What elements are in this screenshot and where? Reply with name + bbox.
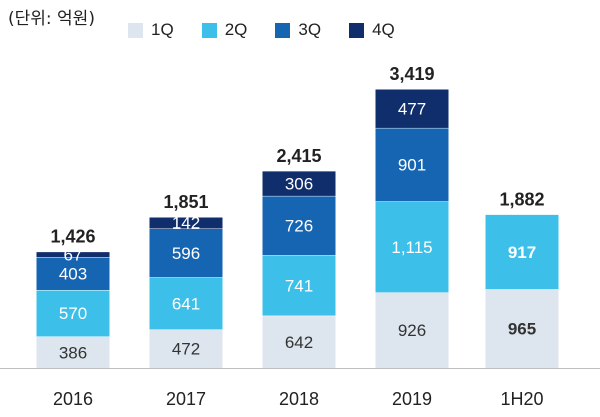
data-label-1h20-2q: 917: [508, 243, 536, 262]
data-label-2019-4q: 477: [398, 99, 426, 118]
data-label-2016-2q: 570: [59, 304, 87, 323]
legend-label-2q: 2Q: [224, 20, 248, 39]
bar-2016-4q: [36, 251, 110, 258]
data-label-2018-3q: 726: [285, 217, 313, 236]
total-label-2017: 1,851: [163, 192, 208, 212]
legend-swatch-2q: [201, 22, 217, 38]
legend-item-1q: 1Q: [128, 20, 174, 40]
bar-2019-4q: [375, 89, 449, 128]
legend-label-4q: 4Q: [372, 20, 395, 39]
data-label-2019-1q: 926: [398, 321, 426, 340]
total-label-2019: 3,419: [389, 64, 434, 84]
data-label-2018-4q: 306: [285, 174, 313, 193]
data-label-2016-4q: 67: [64, 245, 83, 264]
unit-label: (단위: 억원): [8, 9, 95, 29]
bar-2016-1q: [36, 336, 110, 368]
bar-2017-3q: [149, 228, 223, 278]
total-label-2018: 2,415: [276, 146, 321, 166]
bar-2018-1q: [262, 315, 336, 368]
data-label-2018-1q: 642: [285, 333, 313, 352]
data-label-2018-2q: 741: [285, 276, 313, 295]
legend-label-1q: 1Q: [151, 20, 174, 39]
bar-1h20-1q: [485, 289, 559, 368]
x-tick-label-1h20: 1H20: [500, 389, 543, 409]
bar-2019-2q: [375, 201, 449, 293]
legend-swatch-3q: [275, 22, 291, 38]
data-label-2017-1q: 472: [172, 340, 200, 359]
data-label-2019-2q: 1,115: [391, 238, 432, 257]
bar-2018-4q: [262, 170, 336, 196]
x-tick-label-2016: 2016: [53, 389, 93, 409]
data-label-2017-4q: 142: [172, 214, 200, 233]
legend: 1Q 2Q 3Q 4Q: [128, 20, 423, 40]
bar-2016-3q: [36, 257, 110, 290]
legend-item-3q: 3Q: [275, 20, 321, 40]
x-tick-label-2018: 2018: [279, 389, 319, 409]
data-label-2016-1q: 386: [59, 343, 87, 362]
total-label-2016: 1,426: [50, 227, 95, 247]
bar-2018-3q: [262, 195, 336, 256]
data-label-2016-3q: 403: [59, 265, 87, 284]
data-label-2017-3q: 596: [172, 244, 200, 263]
data-label-2017-2q: 641: [172, 294, 200, 313]
bar-2019-3q: [375, 127, 449, 202]
bar-2019-1q: [375, 292, 449, 368]
bar-2017-1q: [149, 329, 223, 368]
x-tick-label-2019: 2019: [392, 389, 432, 409]
total-label-1h20: 1,882: [499, 189, 544, 209]
bar-2017-2q: [149, 277, 223, 330]
legend-item-4q: 4Q: [349, 20, 395, 40]
bar-2018-2q: [262, 255, 336, 316]
x-tick-label-2017: 2017: [166, 389, 206, 409]
data-label-1h20-1q: 965: [508, 320, 536, 339]
legend-item-2q: 2Q: [201, 20, 248, 40]
bar-2016-2q: [36, 289, 110, 337]
legend-label-3q: 3Q: [298, 20, 322, 39]
legend-swatch-1q: [128, 22, 143, 38]
bar-1h20-2q: [485, 214, 559, 290]
bar-2017-4q: [149, 216, 223, 229]
data-label-2019-3q: 901: [398, 156, 426, 175]
legend-swatch-4q: [349, 22, 365, 38]
